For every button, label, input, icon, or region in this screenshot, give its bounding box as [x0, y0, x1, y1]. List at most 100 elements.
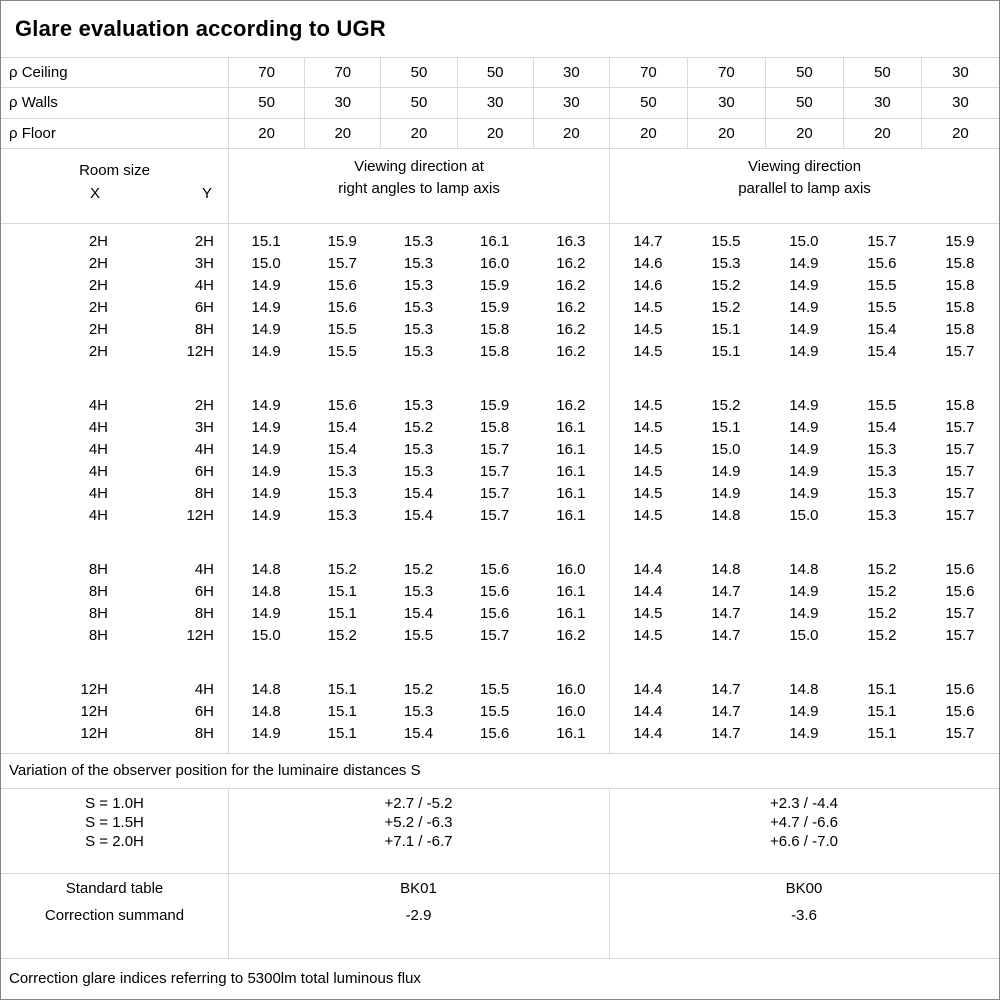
ugr-crosswise-value: 16.0 — [480, 254, 510, 272]
ugr-parallel-value: 15.3 — [867, 506, 897, 524]
ugr-parallel-value: 15.0 — [789, 626, 819, 644]
ugr-crosswise-value: 14.9 — [251, 506, 281, 524]
ugr-crosswise-value: 15.4 — [403, 506, 434, 524]
room-y-value: 6H — [194, 462, 214, 480]
standard-table-label: Standard table — [65, 879, 164, 897]
ugr-parallel-value: 15.4 — [867, 320, 897, 338]
ugr-parallel-value: 15.1 — [867, 724, 897, 742]
ugr-parallel-value: 15.1 — [867, 702, 897, 720]
ugr-parallel-value: 15.7 — [945, 462, 975, 480]
ugr-parallel-value: 15.7 — [945, 604, 975, 622]
column-header-row: Room size X Y Viewing direction at right… — [1, 148, 999, 224]
reflectance-value: 20 — [532, 118, 609, 148]
ugr-crosswise-value: 15.3 — [403, 320, 434, 338]
room-y-value: 4H — [194, 560, 214, 578]
room-y-value: 12H — [186, 626, 214, 644]
ugr-crosswise-value: 15.6 — [327, 298, 357, 316]
ugr-crosswise-value: 15.0 — [251, 626, 281, 644]
ugr-crosswise-value: 15.5 — [403, 626, 434, 644]
ugr-crosswise-value: 14.9 — [251, 604, 281, 622]
ugr-parallel-value: 14.9 — [789, 724, 819, 742]
room-y-value: 4H — [194, 680, 214, 698]
room-x-value: 8H — [88, 626, 108, 644]
ugr-row: 2H 6H 14.9 15.6 15.3 15.9 16.2 14.5 15.2 14.9 15.5… — [1, 297, 999, 319]
ugr-crosswise-value: 15.3 — [403, 440, 434, 458]
ugr-parallel-value: 15.8 — [945, 298, 975, 316]
ugr-crosswise-value: 16.1 — [556, 418, 586, 436]
ugr-parallel-value: 15.6 — [945, 560, 975, 578]
ugr-crosswise-value: 15.7 — [480, 484, 510, 502]
ugr-row-group: 12H 4H 14.8 15.1 15.2 15.5 16.0 14.4 14.7 14.8 15.… — [1, 679, 999, 745]
room-x-value: 2H — [88, 342, 108, 360]
ugr-crosswise-value: 15.1 — [327, 724, 357, 742]
ugr-crosswise-value: 15.6 — [480, 560, 510, 578]
reflectance-value: 50 — [228, 88, 304, 118]
ugr-row: 4H 2H 14.9 15.6 15.3 15.9 16.2 14.5 15.2 14.9 15.5… — [1, 395, 999, 417]
spacing-parallel-value: +6.6 / -7.0 — [770, 832, 838, 850]
crosswise-direction-header: Viewing direction at right angles to lam… — [228, 148, 609, 223]
reflectance-header-rows: ρ Ceiling 70 70 50 50 30 70 70 50 50 30 ρ Walls 50 30… — [1, 58, 999, 149]
reflectance-value: 50 — [842, 58, 921, 88]
reflectance-value: 20 — [608, 118, 687, 148]
ugr-parallel-value: 15.9 — [945, 232, 975, 250]
crosswise-direction-line1: Viewing direction at — [354, 157, 484, 175]
ugr-crosswise-value: 15.3 — [403, 254, 434, 272]
ugr-parallel-value: 15.2 — [711, 276, 741, 294]
ugr-crosswise-value: 15.3 — [403, 396, 434, 414]
ugr-crosswise-value: 15.1 — [251, 232, 281, 250]
ugr-parallel-value: 15.6 — [945, 702, 975, 720]
spacing-parallel-value: +4.7 / -6.6 — [770, 813, 838, 831]
x-column-label: X — [89, 184, 100, 202]
ugr-parallel-value: 14.9 — [789, 276, 819, 294]
ugr-table-body: 2H 2H 15.1 15.9 15.3 16.1 16.3 14.7 15.5 15.0 15.7… — [1, 223, 999, 754]
ugr-crosswise-value: 14.8 — [251, 680, 281, 698]
ugr-parallel-value: 14.9 — [789, 418, 819, 436]
room-x-value: 2H — [88, 254, 108, 272]
ugr-crosswise-value: 14.8 — [251, 702, 281, 720]
ugr-crosswise-value: 16.1 — [556, 440, 586, 458]
ugr-crosswise-value: 14.9 — [251, 298, 281, 316]
ugr-parallel-value: 14.9 — [789, 582, 819, 600]
ugr-crosswise-value: 15.5 — [327, 320, 357, 338]
ugr-parallel-value: 15.3 — [711, 254, 741, 272]
divider-halves — [609, 788, 610, 873]
ugr-parallel-value: 15.7 — [945, 724, 975, 742]
ugr-crosswise-value: 14.9 — [251, 396, 281, 414]
room-x-value: 4H — [88, 462, 108, 480]
room-y-value: 6H — [194, 582, 214, 600]
parallel-direction-header: Viewing direction parallel to lamp axis — [609, 148, 999, 223]
ugr-row: 2H 8H 14.9 15.5 15.3 15.8 16.2 14.5 15.1 14.9 15.4… — [1, 319, 999, 341]
ugr-parallel-value: 14.5 — [633, 506, 663, 524]
ugr-row: 2H 12H 14.9 15.5 15.3 15.8 16.2 14.5 15.1 14.9 15.… — [1, 341, 999, 363]
ugr-parallel-value: 14.5 — [633, 604, 663, 622]
room-y-value: 8H — [194, 320, 214, 338]
ugr-crosswise-value: 14.9 — [251, 276, 281, 294]
ugr-parallel-value: 15.1 — [711, 342, 741, 360]
ugr-parallel-value: 14.9 — [789, 702, 819, 720]
ugr-parallel-value: 15.5 — [867, 298, 897, 316]
room-y-value: 8H — [194, 724, 214, 742]
ugr-crosswise-value: 15.2 — [327, 626, 357, 644]
ugr-crosswise-value: 15.1 — [327, 582, 357, 600]
ugr-parallel-value: 15.4 — [867, 418, 897, 436]
ugr-parallel-value: 15.0 — [711, 440, 741, 458]
ugr-parallel-value: 15.5 — [867, 396, 897, 414]
ugr-crosswise-value: 15.5 — [480, 680, 510, 698]
ugr-parallel-value: 14.9 — [789, 604, 819, 622]
room-y-value: 12H — [186, 342, 214, 360]
ugr-parallel-value: 15.2 — [867, 626, 897, 644]
room-x-value: 2H — [88, 298, 108, 316]
ugr-crosswise-value: 15.4 — [403, 484, 434, 502]
reflectance-value: 50 — [764, 88, 843, 118]
reflectance-value: 30 — [532, 58, 609, 88]
ugr-parallel-value: 14.4 — [633, 582, 663, 600]
ugr-crosswise-value: 16.0 — [556, 560, 586, 578]
ugr-parallel-value: 15.3 — [867, 484, 897, 502]
ugr-crosswise-value: 15.7 — [480, 462, 510, 480]
ugr-parallel-value: 14.4 — [633, 560, 663, 578]
ugr-parallel-value: 14.9 — [711, 462, 741, 480]
ugr-crosswise-value: 15.3 — [403, 462, 434, 480]
ugr-parallel-value: 15.6 — [945, 582, 975, 600]
reflectance-label: ρ Floor — [9, 124, 56, 142]
spacing-crosswise-column: +2.7 / -5.2 +5.2 / -6.3 +7.1 / -6.7 — [228, 789, 609, 873]
